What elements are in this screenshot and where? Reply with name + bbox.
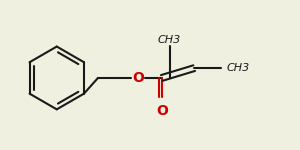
Text: CH3: CH3 bbox=[158, 35, 181, 45]
Text: O: O bbox=[132, 71, 144, 85]
Text: O: O bbox=[156, 104, 168, 118]
Text: CH3: CH3 bbox=[226, 63, 250, 73]
